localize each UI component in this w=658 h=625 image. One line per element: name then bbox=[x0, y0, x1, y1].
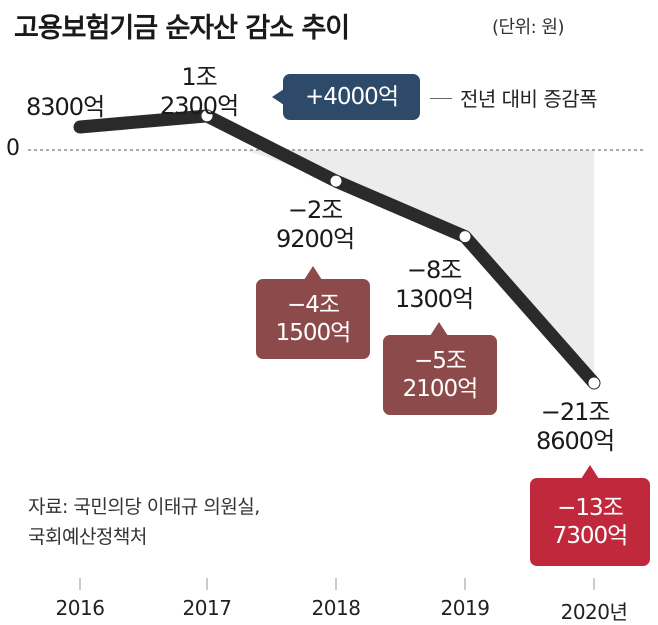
value-label-2019: −8조 1300억 bbox=[395, 256, 474, 313]
change-pointer-2018 bbox=[304, 266, 322, 280]
change-pointer-2017 bbox=[272, 89, 284, 105]
negative-area-shade bbox=[245, 150, 594, 383]
value-label-2020: −21조 8600억 bbox=[536, 398, 615, 455]
value-label-2016: 8300억 bbox=[26, 93, 105, 121]
data-point-2019 bbox=[459, 231, 471, 243]
change-pointer-2019 bbox=[430, 322, 448, 336]
data-point-2018 bbox=[330, 175, 342, 187]
change-box-2017: +4000억 bbox=[283, 74, 420, 120]
x-tick-2016: 2016 bbox=[55, 596, 105, 620]
change-box-2020: −13조 7300억 bbox=[530, 478, 650, 566]
legend-label: 전년 대비 증감폭 bbox=[460, 87, 598, 111]
data-point-2017 bbox=[201, 110, 213, 122]
change-box-2018: −4조 1500억 bbox=[256, 279, 370, 359]
data-point-2020 bbox=[588, 377, 600, 389]
unit-label: (단위: 원) bbox=[492, 17, 565, 38]
chart-title: 고용보험기금 순자산 감소 추이 bbox=[14, 13, 350, 44]
change-pointer-2020 bbox=[581, 465, 599, 479]
source-note: 자료: 국민의당 이태규 의원실, 국회예산정책처 bbox=[28, 496, 260, 548]
value-label-2017: 1조 2300억 bbox=[160, 63, 239, 120]
change-box-2019: −5조 2100억 bbox=[383, 335, 497, 415]
x-tick-2018: 2018 bbox=[311, 596, 361, 620]
x-tick-2017: 2017 bbox=[182, 596, 232, 620]
zero-axis-label: 0 bbox=[6, 136, 20, 161]
x-tick-2020: 2020년 bbox=[560, 600, 628, 624]
x-tick-2019: 2019 bbox=[440, 596, 490, 620]
legend-connector bbox=[430, 98, 452, 99]
value-label-2018: −2조 9200억 bbox=[276, 196, 355, 253]
